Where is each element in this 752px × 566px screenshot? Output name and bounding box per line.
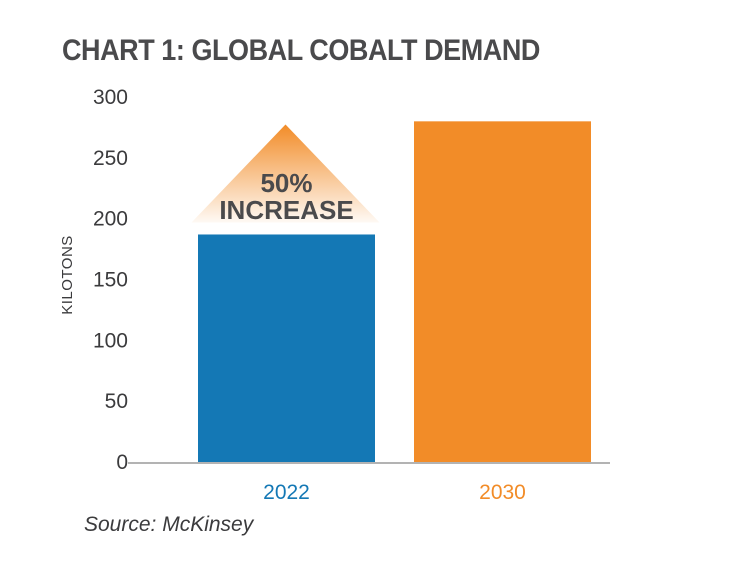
y-tick-label: 250 <box>93 147 128 170</box>
x-category-label: 2022 <box>263 481 310 504</box>
bar-2022 <box>198 234 375 462</box>
x-category-label: 2030 <box>479 481 526 504</box>
y-tick-label: 150 <box>93 269 128 292</box>
bars <box>198 121 591 462</box>
increase-percent-label: 50% <box>260 168 312 198</box>
source-note: Source: McKinsey <box>84 513 254 536</box>
increase-annotation: 50% INCREASE <box>191 124 380 225</box>
y-axis-label: KILOTONS <box>59 235 76 315</box>
y-tick-label: 0 <box>116 451 128 474</box>
x-axis-categories: 2022 2030 <box>263 481 526 504</box>
y-tick-label: 100 <box>93 329 128 352</box>
y-tick-label: 50 <box>105 390 128 413</box>
increase-word-label: INCREASE <box>219 195 353 225</box>
y-tick-label: 200 <box>93 208 128 231</box>
y-axis-ticks: 0 50 100 150 200 250 300 <box>93 86 128 474</box>
bar-2030 <box>414 121 591 462</box>
chart-title: CHART 1: GLOBAL COBALT DEMAND <box>62 34 540 67</box>
increase-arrow-triangle <box>191 124 380 223</box>
y-tick-label: 300 <box>93 86 128 109</box>
